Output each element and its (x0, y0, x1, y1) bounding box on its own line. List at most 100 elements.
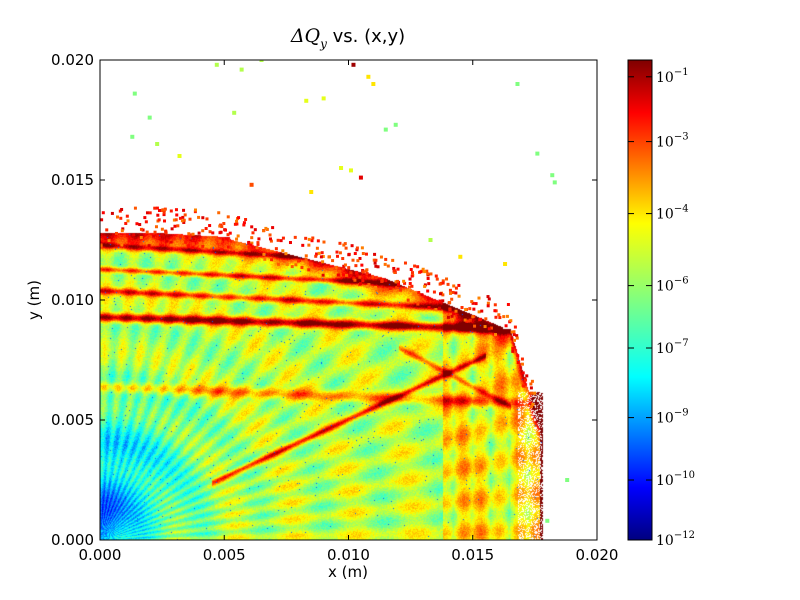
edge-point (300, 265, 304, 269)
edge-point (284, 252, 288, 256)
colorbar-gradient (627, 59, 653, 541)
edge-point (365, 285, 369, 289)
edge-point (449, 291, 453, 295)
edge-point (235, 237, 239, 241)
edge-point (101, 211, 105, 215)
edge-point (178, 216, 182, 220)
edge-point (502, 315, 506, 319)
edge-point (468, 318, 472, 322)
edge-point (419, 270, 423, 274)
colorbar-tick-exponent: −4 (674, 204, 689, 215)
edge-point (384, 279, 388, 283)
edge-point (402, 279, 406, 283)
edge-point (268, 233, 272, 237)
edge-point (336, 273, 340, 277)
edge-point (454, 309, 458, 313)
stray-point (304, 98, 309, 103)
edge-point (379, 255, 383, 259)
edge-point (263, 257, 267, 261)
edge-point (368, 273, 372, 277)
colorbar-tick-base: 10 (656, 207, 674, 223)
edge-point (510, 330, 514, 334)
edge-point (408, 281, 412, 285)
edge-point (311, 236, 315, 240)
edge-point (520, 357, 524, 361)
edge-point (454, 286, 458, 290)
edge-point (235, 248, 239, 252)
edge-point (403, 261, 407, 265)
edge-point (358, 275, 362, 279)
edge-point (197, 215, 201, 219)
edge-point (170, 227, 174, 231)
chart-title-subscript: y (319, 37, 327, 51)
edge-point (465, 319, 469, 323)
edge-point (367, 283, 371, 287)
edge-point (421, 267, 425, 271)
stray-point (339, 166, 344, 170)
edge-point (395, 286, 399, 290)
edge-point (353, 252, 357, 256)
edge-point (438, 292, 442, 296)
edge-point (434, 274, 438, 278)
edge-point (296, 259, 300, 263)
edge-point (426, 272, 430, 276)
edge-point (335, 266, 339, 270)
edge-point (450, 314, 454, 318)
edge-point (343, 263, 347, 267)
edge-point (434, 308, 438, 312)
edge-point (516, 361, 520, 365)
edge-point (374, 285, 378, 289)
colorbar-tick-base: 10 (656, 279, 674, 295)
edge-point (191, 242, 195, 246)
edge-point (435, 277, 439, 281)
edge-point (373, 261, 377, 265)
edge-point (423, 270, 427, 274)
edge-point (516, 354, 520, 358)
edge-point (372, 258, 376, 262)
y-tick-label: 0.010 (51, 291, 94, 309)
stray-point (309, 190, 314, 194)
edge-point (347, 266, 351, 270)
edge-point (351, 258, 355, 262)
edge-point (120, 229, 124, 233)
stray-point (348, 168, 353, 173)
edge-point (215, 238, 219, 242)
edge-point (445, 277, 449, 281)
edge-point (423, 283, 427, 287)
colorbar-tick-exponent: −1 (674, 67, 689, 78)
edge-point (416, 265, 420, 269)
edge-point (438, 306, 442, 310)
edge-point (281, 249, 285, 253)
edge-point (531, 402, 535, 406)
colorbar-tick-base: 10 (656, 70, 674, 86)
edge-point (255, 246, 259, 250)
edge-point (173, 224, 177, 228)
edge-point (358, 282, 362, 286)
edge-point (100, 218, 104, 222)
edge-point (315, 252, 319, 256)
edge-point (511, 349, 515, 353)
edge-point (161, 233, 165, 237)
colorbar-tick-label: 10−6 (656, 276, 689, 295)
edge-point (376, 265, 380, 269)
edge-point (365, 272, 369, 276)
edge-point (427, 282, 431, 286)
y-tick-label: 0.020 (51, 51, 94, 69)
edge-point (228, 231, 232, 235)
edge-point (235, 222, 239, 226)
edge-point (487, 327, 491, 331)
edge-point (506, 303, 510, 307)
edge-point (426, 289, 430, 293)
colorbar-tick-label: 10−1 (656, 67, 689, 86)
edge-point (268, 237, 272, 241)
edge-point (304, 254, 308, 258)
edge-point (494, 333, 498, 337)
edge-point (125, 214, 129, 218)
y-axis: 0.000 0.005 0.010 0.015 0.020 (51, 51, 597, 549)
stray-point (130, 134, 135, 139)
edge-point (350, 244, 354, 248)
edge-point (396, 282, 400, 286)
edge-point (269, 239, 273, 243)
edge-point (335, 254, 339, 258)
colorbar-tick-label: 10−12 (656, 530, 695, 549)
